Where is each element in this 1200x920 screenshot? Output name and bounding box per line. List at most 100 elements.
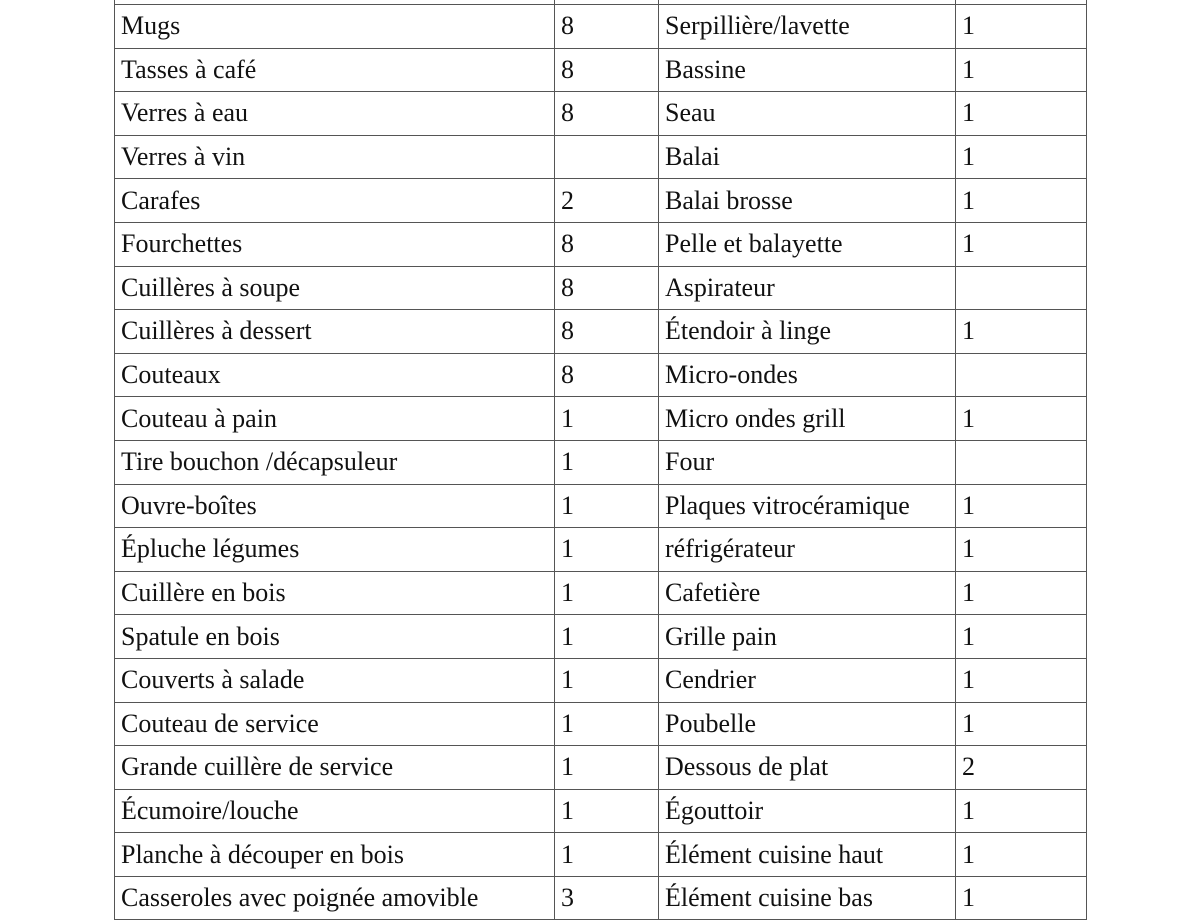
item-name-cell: Étendoir à linge: [658, 309, 956, 354]
item-name-cell: Couverts à salade: [114, 657, 555, 703]
table-row: Tire bouchon /décapsuleur 1 Four: [114, 439, 1087, 485]
item-quantity-cell: 1: [955, 309, 1087, 354]
item-quantity-cell: 1: [955, 483, 1087, 529]
item-name-cell: Spatule en bois: [114, 614, 555, 659]
item-quantity-cell: 1: [554, 439, 659, 485]
table-row: Ouvre-boîtes 1 Plaques vitrocéramique 1: [114, 483, 1087, 529]
table-row: Épluche légumes 1 réfrigérateur 1: [114, 527, 1087, 572]
item-name-cell: Cuillère en bois: [114, 570, 555, 616]
item-name-cell: Tire bouchon /décapsuleur: [114, 439, 555, 485]
item-quantity-cell: 8: [554, 309, 659, 354]
item-quantity-cell: 8: [554, 91, 659, 136]
item-name-cell: Balai brosse: [658, 178, 956, 223]
table-row: Casseroles avec poignée amovible 3 Élément…: [114, 875, 1087, 920]
item-quantity-cell: 1: [955, 178, 1087, 223]
table-row: Écumoire/louche 1 Égouttoir 1: [114, 788, 1087, 834]
item-name-cell: Verres à vin: [114, 134, 555, 180]
item-name-cell: Grille pain: [658, 614, 956, 659]
inventory-table-container: Mugs 8 Serpillière/lavette 1 Tasses à café 8 B…: [114, 0, 1087, 920]
item-quantity-cell: 1: [554, 788, 659, 834]
item-name-cell: Bassine: [658, 47, 956, 93]
item-name-cell: Carafes: [114, 178, 555, 223]
item-name-cell: Casseroles avec poignée amovible: [114, 875, 555, 920]
item-quantity-cell: 1: [554, 832, 659, 877]
item-name-cell: Cendrier: [658, 657, 956, 703]
item-name-cell: Aspirateur: [658, 265, 956, 311]
item-quantity-cell: 1: [955, 221, 1087, 267]
item-quantity-cell: 8: [554, 352, 659, 398]
item-quantity-cell: 1: [955, 396, 1087, 441]
item-name-cell: Planche à découper en bois: [114, 832, 555, 877]
item-name-cell: Seau: [658, 91, 956, 136]
table-row: Fourchettes 8 Pelle et balayette 1: [114, 221, 1087, 267]
table-row: Verres à eau 8 Seau 1: [114, 91, 1087, 136]
item-quantity-cell: 8: [554, 221, 659, 267]
item-name-cell: Cafetière: [658, 570, 956, 616]
item-quantity-cell: 1: [955, 701, 1087, 747]
item-quantity-cell: 1: [554, 745, 659, 790]
item-name-cell: Égouttoir: [658, 788, 956, 834]
item-name-cell: Écumoire/louche: [114, 788, 555, 834]
item-name-cell: Pelle et balayette: [658, 221, 956, 267]
table-row: Grande cuillère de service 1 Dessous de pl…: [114, 745, 1087, 790]
item-name-cell: Élément cuisine bas: [658, 875, 956, 920]
table-row: Couteau de service 1 Poubelle 1: [114, 701, 1087, 747]
item-name-cell: Grande cuillère de service: [114, 745, 555, 790]
item-quantity-cell: 1: [554, 396, 659, 441]
item-quantity-cell: [955, 439, 1087, 485]
item-quantity-cell: 1: [554, 527, 659, 572]
table-row: Spatule en bois 1 Grille pain 1: [114, 614, 1087, 659]
item-quantity-cell: 8: [554, 4, 659, 49]
table-row: Tasses à café 8 Bassine 1: [114, 47, 1087, 93]
table-row: Mugs 8 Serpillière/lavette 1: [114, 4, 1087, 49]
table-row: Cuillère en bois 1 Cafetière 1: [114, 570, 1087, 616]
table-row: Couverts à salade 1 Cendrier 1: [114, 657, 1087, 703]
item-quantity-cell: 1: [955, 875, 1087, 920]
item-name-cell: Élément cuisine haut: [658, 832, 956, 877]
item-quantity-cell: 1: [955, 134, 1087, 180]
item-quantity-cell: 1: [955, 47, 1087, 93]
table-row: Verres à vin Balai 1: [114, 134, 1087, 180]
item-quantity-cell: 1: [955, 657, 1087, 703]
item-quantity-cell: [554, 134, 659, 180]
item-quantity-cell: [955, 265, 1087, 311]
item-quantity-cell: 1: [955, 527, 1087, 572]
table-row: Carafes 2 Balai brosse 1: [114, 178, 1087, 223]
item-name-cell: Fourchettes: [114, 221, 555, 267]
item-quantity-cell: 1: [955, 4, 1087, 49]
item-quantity-cell: 1: [554, 614, 659, 659]
item-quantity-cell: 1: [554, 570, 659, 616]
item-name-cell: Cuillères à dessert: [114, 309, 555, 354]
item-name-cell: Four: [658, 439, 956, 485]
item-name-cell: Balai: [658, 134, 956, 180]
item-name-cell: Micro ondes grill: [658, 396, 956, 441]
item-name-cell: Ouvre-boîtes: [114, 483, 555, 529]
table-row: Cuillères à soupe 8 Aspirateur: [114, 265, 1087, 311]
item-name-cell: Couteau de service: [114, 701, 555, 747]
item-name-cell: Épluche légumes: [114, 527, 555, 572]
item-quantity-cell: 2: [554, 178, 659, 223]
item-name-cell: Plaques vitrocéramique: [658, 483, 956, 529]
item-quantity-cell: 1: [554, 483, 659, 529]
table-row: Cuillères à dessert 8 Étendoir à linge 1: [114, 309, 1087, 354]
item-name-cell: Serpillière/lavette: [658, 4, 956, 49]
item-quantity-cell: 8: [554, 265, 659, 311]
table-row: Planche à découper en bois 1 Élément cuisi…: [114, 832, 1087, 877]
item-name-cell: réfrigérateur: [658, 527, 956, 572]
item-name-cell: Tasses à café: [114, 47, 555, 93]
item-quantity-cell: 8: [554, 47, 659, 93]
item-quantity-cell: 1: [554, 701, 659, 747]
item-quantity-cell: 1: [554, 657, 659, 703]
item-quantity-cell: 1: [955, 570, 1087, 616]
inventory-table-body: Mugs 8 Serpillière/lavette 1 Tasses à café 8 B…: [114, 0, 1087, 920]
item-quantity-cell: 3: [554, 875, 659, 920]
item-name-cell: Poubelle: [658, 701, 956, 747]
inventory-table: Mugs 8 Serpillière/lavette 1 Tasses à café 8 B…: [114, 0, 1087, 920]
item-quantity-cell: [955, 352, 1087, 398]
item-quantity-cell: 1: [955, 788, 1087, 834]
item-name-cell: Micro-ondes: [658, 352, 956, 398]
item-quantity-cell: 1: [955, 832, 1087, 877]
item-name-cell: Dessous de plat: [658, 745, 956, 790]
item-name-cell: Cuillères à soupe: [114, 265, 555, 311]
item-name-cell: Verres à eau: [114, 91, 555, 136]
